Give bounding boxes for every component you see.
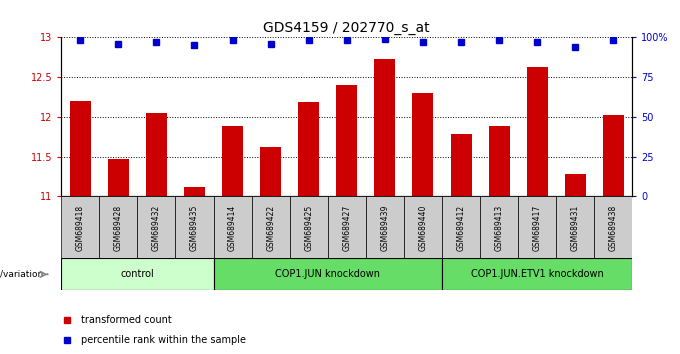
Text: transformed count: transformed count <box>81 315 172 325</box>
Text: GSM689413: GSM689413 <box>494 204 504 251</box>
FancyBboxPatch shape <box>480 196 518 258</box>
Bar <box>222 126 243 196</box>
Text: GSM689427: GSM689427 <box>342 204 352 251</box>
Bar <box>489 126 509 196</box>
Bar <box>527 68 547 196</box>
Bar <box>184 187 205 196</box>
FancyBboxPatch shape <box>556 196 594 258</box>
FancyBboxPatch shape <box>175 196 214 258</box>
Bar <box>146 113 167 196</box>
Text: GSM689431: GSM689431 <box>571 204 580 251</box>
Text: genotype/variation: genotype/variation <box>0 270 44 279</box>
Text: GSM689414: GSM689414 <box>228 204 237 251</box>
Text: GSM689418: GSM689418 <box>75 204 85 251</box>
Text: GSM689440: GSM689440 <box>418 204 428 251</box>
Text: GSM689435: GSM689435 <box>190 204 199 251</box>
Bar <box>108 159 129 196</box>
Bar <box>603 115 624 196</box>
Bar <box>70 101 90 196</box>
Text: GSM689439: GSM689439 <box>380 204 390 251</box>
FancyBboxPatch shape <box>99 196 137 258</box>
FancyBboxPatch shape <box>594 196 632 258</box>
FancyBboxPatch shape <box>366 196 404 258</box>
FancyBboxPatch shape <box>404 196 442 258</box>
FancyBboxPatch shape <box>442 258 632 290</box>
FancyBboxPatch shape <box>328 196 366 258</box>
FancyBboxPatch shape <box>518 196 556 258</box>
Bar <box>260 147 281 196</box>
Text: GSM689425: GSM689425 <box>304 204 313 251</box>
Text: percentile rank within the sample: percentile rank within the sample <box>81 335 246 345</box>
Bar <box>565 174 585 196</box>
FancyBboxPatch shape <box>442 196 480 258</box>
Text: GSM689417: GSM689417 <box>532 204 542 251</box>
Text: GSM689428: GSM689428 <box>114 204 123 251</box>
Title: GDS4159 / 202770_s_at: GDS4159 / 202770_s_at <box>263 21 430 35</box>
Bar <box>451 135 471 196</box>
Text: GSM689432: GSM689432 <box>152 204 161 251</box>
Text: COP1.JUN knockdown: COP1.JUN knockdown <box>275 269 380 279</box>
FancyBboxPatch shape <box>214 196 252 258</box>
Bar <box>299 103 319 196</box>
FancyBboxPatch shape <box>290 196 328 258</box>
Bar <box>375 59 395 196</box>
Text: COP1.JUN.ETV1 knockdown: COP1.JUN.ETV1 knockdown <box>471 269 604 279</box>
Text: control: control <box>120 269 154 279</box>
FancyBboxPatch shape <box>252 196 290 258</box>
FancyBboxPatch shape <box>214 258 442 290</box>
Bar <box>413 93 433 196</box>
Text: GSM689438: GSM689438 <box>609 204 618 251</box>
Bar <box>337 85 357 196</box>
FancyBboxPatch shape <box>61 258 214 290</box>
FancyBboxPatch shape <box>61 196 99 258</box>
Text: GSM689422: GSM689422 <box>266 204 275 251</box>
Text: GSM689412: GSM689412 <box>456 204 466 251</box>
FancyBboxPatch shape <box>137 196 175 258</box>
